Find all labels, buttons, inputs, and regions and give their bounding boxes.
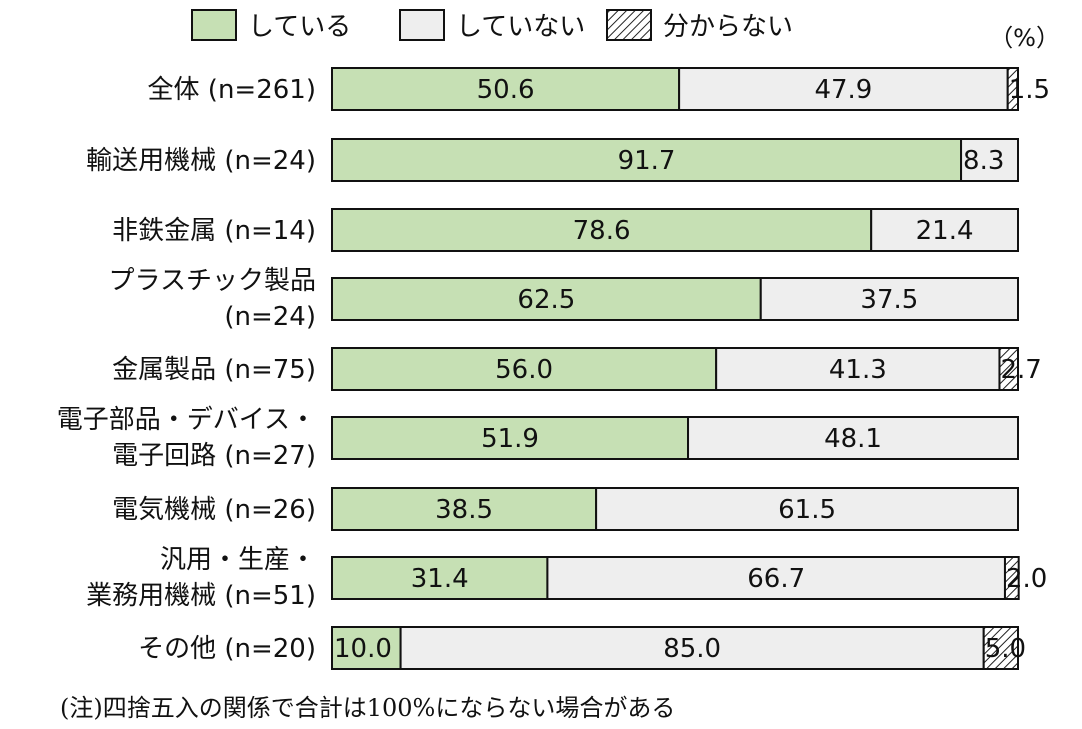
category-label-line: (n=24)	[224, 302, 316, 332]
bar-segment-8-2	[546, 556, 1006, 600]
bar-segment-5-3	[998, 347, 1020, 391]
value-label-3-1: 78.6	[573, 216, 631, 246]
value-label-3-2: 21.4	[916, 216, 974, 246]
legend-swatch-3	[606, 9, 652, 41]
category-label-line: 汎用・生産・	[160, 545, 316, 575]
value-label-8-2: 66.7	[747, 564, 805, 594]
unit-label: （%）	[989, 24, 1060, 52]
value-label-1-2: 47.9	[814, 75, 872, 105]
value-label-9-1: 10.0	[334, 634, 392, 664]
bar-segment-5-2	[715, 347, 1001, 391]
category-label-line: プラスチック製品	[109, 266, 316, 296]
bar-segment-6-2	[687, 416, 1019, 460]
category-label-line: 電子回路 (n=27)	[112, 441, 316, 471]
category-label-4: プラスチック製品 (n=24)	[109, 266, 316, 332]
value-label-1-1: 50.6	[477, 75, 535, 105]
footnote: (注)四捨五入の関係で合計は100%にならない場合がある	[60, 694, 675, 722]
value-label-7-2: 61.5	[778, 495, 836, 525]
bar-segment-5-1	[331, 347, 718, 391]
value-label-2-1: 91.7	[618, 146, 676, 176]
category-label-2: 輸送用機械 (n=24)	[86, 146, 316, 176]
bar-segment-7-2	[595, 487, 1019, 531]
bar-segment-9-2	[399, 626, 985, 670]
legend: している していない 分からない	[191, 9, 793, 42]
bar-segment-1-3	[1006, 67, 1020, 111]
legend-swatch-1	[191, 9, 237, 41]
bar-segment-9-3	[982, 626, 1020, 670]
category-label-8: 汎用・生産・業務用機械 (n=51)	[86, 545, 316, 611]
value-label-9-3: 5.0	[985, 634, 1026, 664]
value-label-5-2: 41.3	[829, 355, 887, 385]
category-label-7: 電気機械 (n=26)	[112, 495, 316, 525]
category-label-9: その他 (n=20)	[138, 634, 316, 664]
bar-segment-6-1	[331, 416, 690, 460]
category-label-line: 電子部品・デバイス・	[57, 405, 316, 435]
value-label-5-3: 2.7	[1000, 355, 1041, 385]
bar-segment-3-1	[331, 208, 873, 252]
legend-label-1: している	[248, 12, 351, 42]
bar-segment-2-2	[960, 138, 1020, 182]
legend-swatch-2	[399, 9, 445, 41]
legend-label-2: していない	[456, 12, 585, 42]
value-label-2-2: 8.3	[963, 146, 1004, 176]
value-label-4-1: 62.5	[517, 285, 575, 315]
value-label-8-1: 31.4	[411, 564, 469, 594]
bar-segment-4-1	[331, 277, 762, 321]
value-label-9-2: 85.0	[663, 634, 721, 664]
category-label-6: 電子部品・デバイス・電子回路 (n=27)	[57, 405, 316, 471]
category-label-line: 業務用機械 (n=51)	[86, 581, 316, 611]
bar-segment-8-3	[1003, 556, 1020, 600]
value-label-6-1: 51.9	[481, 424, 539, 454]
category-label-1: 全体 (n=261)	[148, 75, 316, 105]
value-label-7-1: 38.5	[435, 495, 493, 525]
value-label-6-2: 48.1	[824, 424, 882, 454]
value-label-4-2: 37.5	[860, 285, 918, 315]
legend-label-3: 分からない	[663, 12, 793, 42]
category-label-3: 非鉄金属 (n=14)	[112, 216, 316, 246]
bar-segment-1-2	[678, 67, 1009, 111]
value-label-8-3: 2.0	[1006, 564, 1047, 594]
bar-segment-4-2	[759, 277, 1019, 321]
category-label-5: 金属製品 (n=75)	[112, 355, 316, 385]
bars-group: 全体 (n=261) 50.6 47.9 1.5 輸送用機械 (n=24) 91.7 8.3…	[57, 67, 1050, 670]
value-label-1-3: 1.5	[1009, 75, 1050, 105]
bar-segment-1-1	[331, 67, 681, 111]
value-label-5-1: 56.0	[495, 355, 553, 385]
bar-segment-9-1	[331, 626, 402, 670]
bar-segment-3-2	[870, 208, 1019, 252]
